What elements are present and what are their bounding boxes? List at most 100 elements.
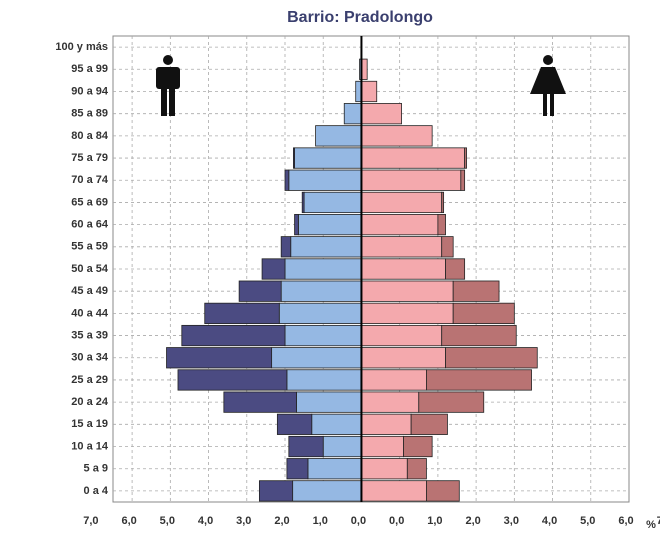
bar (284, 169, 290, 191)
x-tick-label: 5,0 (160, 515, 175, 527)
bar (286, 369, 362, 391)
bar (361, 435, 404, 458)
bar (294, 147, 362, 169)
bar (296, 391, 362, 413)
x-tick-label: 6,0 (121, 515, 136, 527)
y-tick-label: 50 a 54 (71, 263, 109, 275)
x-tick-label: 4,0 (198, 515, 213, 527)
bar (445, 347, 538, 369)
bar (361, 413, 412, 435)
bar (406, 458, 427, 480)
x-tick-label: 2,0 (274, 515, 289, 527)
bar (361, 191, 443, 214)
bar (181, 324, 286, 347)
bar (177, 369, 288, 391)
bar (361, 347, 446, 369)
bar (322, 435, 362, 458)
x-tick-label: 5,0 (580, 515, 595, 527)
bar (361, 369, 427, 391)
bar (288, 435, 324, 458)
bar (361, 458, 408, 480)
bar (276, 413, 313, 435)
bar (271, 347, 362, 369)
bar (293, 147, 295, 169)
bar (445, 258, 466, 280)
bar (361, 147, 466, 169)
bar (261, 258, 286, 280)
bar (361, 236, 443, 258)
bar (292, 480, 362, 502)
y-tick-label: 55 a 59 (71, 241, 108, 253)
x-tick-label: 1,0 (313, 515, 328, 527)
y-tick-label: 90 a 94 (71, 85, 109, 97)
bar (284, 258, 362, 280)
bar (441, 324, 517, 347)
y-tick-label: 85 a 89 (71, 108, 108, 120)
y-tick-label: 10 a 14 (71, 440, 109, 452)
bar (307, 458, 362, 480)
x-tick-label: 4,0 (542, 515, 557, 527)
x-tick-label: 2,0 (465, 515, 480, 527)
bar (361, 80, 378, 103)
bar (452, 302, 515, 324)
bar (361, 480, 427, 502)
x-tick-label: 7,0 (83, 515, 98, 527)
bar (288, 169, 362, 191)
y-tick-label: 80 a 84 (71, 130, 109, 142)
plot-area (112, 35, 630, 503)
bar (223, 391, 297, 413)
y-tick-label: 25 a 29 (71, 374, 108, 386)
y-tick-label: 75 a 79 (71, 152, 108, 164)
x-tick-label: 3,0 (504, 515, 519, 527)
bar (403, 435, 433, 458)
y-tick-label: 35 a 39 (71, 329, 108, 341)
bar (315, 125, 362, 147)
bar (361, 125, 433, 147)
y-tick-label: 5 a 9 (84, 463, 108, 475)
bar (361, 391, 420, 413)
bar (426, 480, 460, 502)
y-tick-label: 0 a 4 (84, 485, 109, 497)
bar (286, 458, 309, 480)
x-tick-label: 0,0 (389, 515, 404, 527)
bar (464, 147, 467, 169)
bar (311, 413, 362, 435)
y-tick-label: 45 a 49 (71, 285, 108, 297)
bar (238, 280, 282, 302)
x-tick-label: 0,0 (351, 515, 366, 527)
bar (441, 191, 445, 214)
y-tick-label: 65 a 69 (71, 196, 108, 208)
bar (441, 236, 454, 258)
bar (426, 369, 532, 391)
female-icon (530, 55, 566, 116)
y-tick-label: 70 a 74 (71, 174, 109, 186)
bar (294, 214, 299, 236)
x-axis-label: % (646, 519, 656, 531)
chart-title: Barrio: Pradolongo (287, 9, 433, 26)
bar (297, 214, 362, 236)
bar (361, 214, 439, 236)
y-tick-label: 40 a 44 (71, 307, 109, 319)
bar (361, 324, 443, 347)
bar (460, 169, 466, 191)
bar (410, 413, 448, 435)
bar (278, 302, 362, 324)
x-tick-label: 3,0 (236, 515, 251, 527)
y-tick-label: 20 a 24 (71, 396, 109, 408)
bar (343, 103, 362, 125)
bar (258, 480, 294, 502)
bar (418, 391, 485, 413)
y-tick-label: 15 a 19 (71, 418, 108, 430)
y-tick-label: 30 a 34 (71, 352, 109, 364)
y-tick-label: 60 a 64 (71, 219, 109, 231)
bar (166, 347, 273, 369)
x-tick-label: 7,0 (657, 515, 660, 527)
y-tick-label: 100 y más (55, 41, 108, 53)
bar (280, 236, 292, 258)
bar (290, 236, 362, 258)
bar (284, 324, 362, 347)
bar (361, 169, 462, 191)
bar (301, 191, 305, 214)
bar (437, 214, 446, 236)
